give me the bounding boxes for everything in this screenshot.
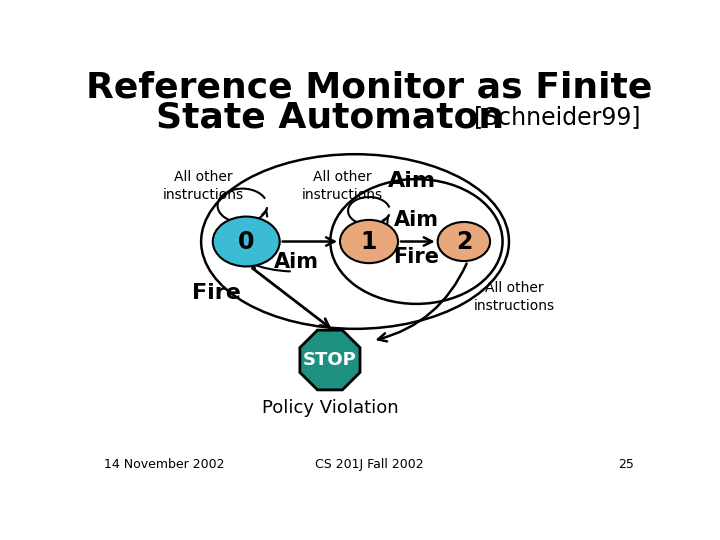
Text: All other
instructions: All other instructions: [163, 171, 244, 202]
Text: 14 November 2002: 14 November 2002: [104, 458, 225, 471]
Text: Fire: Fire: [393, 247, 439, 267]
Text: 2: 2: [456, 230, 472, 253]
Text: All other
instructions: All other instructions: [301, 171, 382, 202]
Ellipse shape: [438, 222, 490, 261]
Text: 0: 0: [238, 230, 254, 253]
Text: Aim: Aim: [394, 210, 439, 230]
Text: State Automaton: State Automaton: [156, 100, 504, 134]
Text: STOP: STOP: [303, 351, 357, 369]
Polygon shape: [300, 330, 360, 390]
Ellipse shape: [213, 217, 280, 266]
Text: 25: 25: [618, 458, 634, 471]
Text: Aim: Aim: [388, 172, 436, 192]
Text: Policy Violation: Policy Violation: [261, 399, 398, 417]
Text: 1: 1: [361, 230, 377, 253]
Ellipse shape: [340, 220, 398, 263]
Text: Reference Monitor as Finite: Reference Monitor as Finite: [86, 71, 652, 105]
Text: Aim: Aim: [274, 252, 318, 272]
Text: Fire: Fire: [192, 283, 241, 303]
Text: [Schneider99]: [Schneider99]: [474, 105, 640, 129]
Text: CS 201J Fall 2002: CS 201J Fall 2002: [315, 458, 423, 471]
Text: All other
instructions: All other instructions: [474, 281, 555, 313]
